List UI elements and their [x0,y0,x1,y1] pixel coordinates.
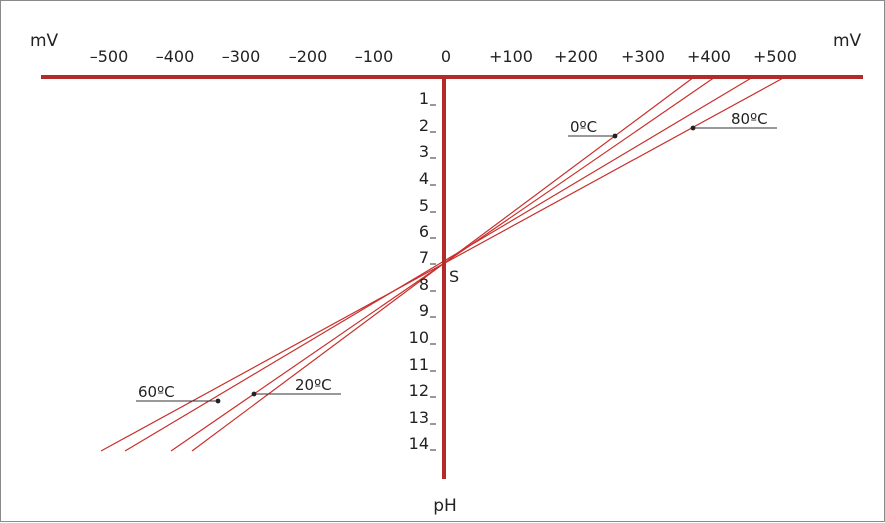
x-tick-neg400: –400 [156,47,195,66]
ph-tick-6: 6 [419,222,429,241]
ph-tick-4: 4 [419,169,429,188]
ph-tick-14: 14 [409,434,429,453]
ph-tick-10: 10 [409,328,429,347]
x-tick-labels: –500 –400 –300 –200 –100 0 +100 +200 +30… [90,47,797,66]
x-tick-neg300: –300 [222,47,261,66]
x-tick-pos400: +400 [687,47,731,66]
ph-tick-1: 1 [419,89,429,108]
label-60c: 60ºC [136,383,221,404]
x-tick-pos100: +100 [489,47,533,66]
temp-label-80c: 80ºC [731,110,768,128]
marker-20c [251,391,257,397]
marker-80c [690,125,696,131]
label-80c: 80ºC [690,110,777,131]
label-0c: 0ºC [568,118,618,139]
x-tick-neg100: –100 [355,47,394,66]
ph-tick-5: 5 [419,196,429,215]
x-tick-pos300: +300 [621,47,665,66]
x-unit-left: mV [30,31,59,51]
y-tick-marks [430,104,436,451]
x-unit-right: mV [833,31,862,51]
temp-label-0c: 0ºC [570,118,597,136]
x-tick-0: 0 [441,47,451,66]
ph-tick-9: 9 [419,301,429,320]
x-tick-pos500: +500 [753,47,797,66]
ph-tick-13: 13 [409,408,429,427]
ph-tick-3: 3 [419,142,429,161]
ph-tick-7: 7 [419,248,429,267]
y-tick-labels: 1 2 3 4 5 6 7 8 9 10 11 12 13 14 [409,89,429,453]
isopotential-point-label: S [449,267,459,286]
ph-tick-12: 12 [409,381,429,400]
y-axis-label: pH [433,496,457,516]
temp-label-60c: 60ºC [138,383,175,401]
line-60c [124,76,754,452]
label-20c: 20ºC [251,376,341,397]
x-tick-pos200: +200 [554,47,598,66]
temp-label-20c: 20ºC [295,376,332,394]
x-tick-neg500: –500 [90,47,129,66]
ph-tick-8: 8 [419,275,429,294]
marker-60c [215,398,221,404]
marker-0c [612,133,618,139]
ph-tick-11: 11 [409,355,429,374]
x-tick-neg200: –200 [289,47,328,66]
ph-tick-2: 2 [419,116,429,135]
